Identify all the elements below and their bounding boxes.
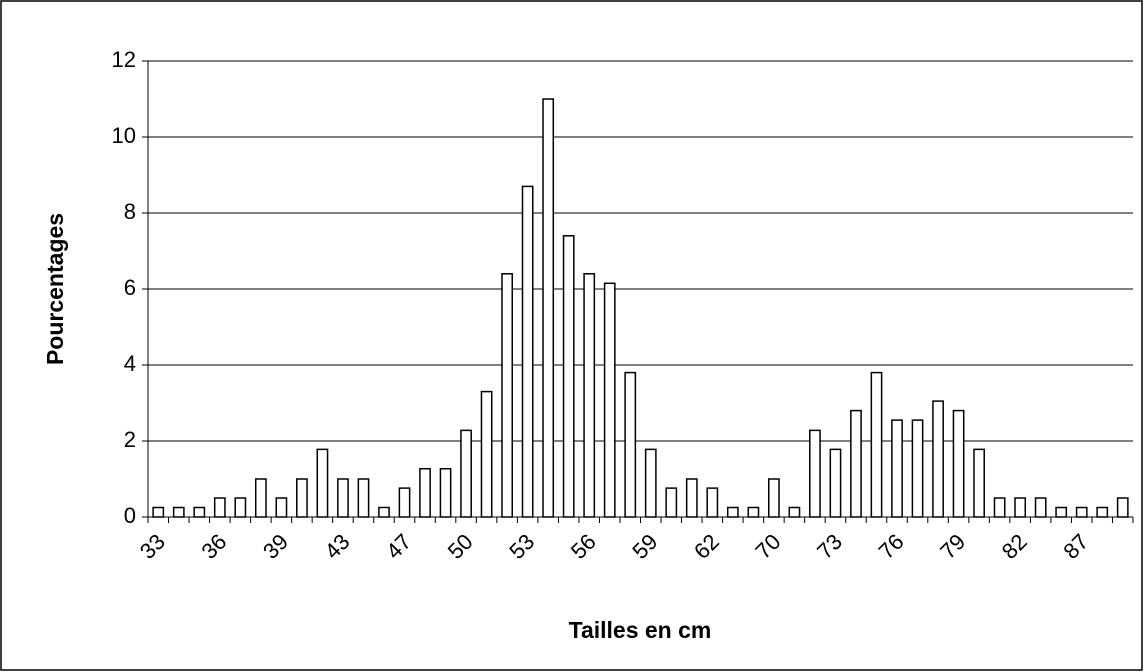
bar — [911, 419, 924, 518]
bar — [254, 478, 267, 518]
bar — [624, 371, 637, 518]
bar — [1075, 506, 1088, 518]
bar — [726, 506, 739, 518]
y-tick-label: 6 — [124, 275, 136, 300]
bar — [973, 448, 985, 518]
bar — [603, 282, 616, 518]
bar — [583, 273, 596, 518]
bar — [768, 478, 780, 518]
bar — [952, 409, 965, 518]
bar — [275, 497, 288, 518]
bar — [234, 497, 247, 518]
bar — [419, 467, 431, 518]
bar — [460, 429, 472, 518]
bar — [829, 448, 842, 518]
bar — [213, 497, 226, 518]
bar — [562, 235, 575, 518]
bar — [152, 506, 165, 518]
bar — [747, 506, 760, 518]
bar — [706, 487, 719, 518]
bar — [993, 497, 1006, 518]
bar — [1034, 497, 1047, 518]
bar — [665, 487, 678, 518]
bar — [932, 400, 944, 518]
bar — [193, 506, 206, 518]
bar — [337, 478, 349, 518]
y-tick-label: 0 — [124, 503, 136, 528]
bar — [891, 419, 903, 518]
y-tick-label: 2 — [124, 427, 136, 452]
bar — [809, 429, 821, 518]
y-tick-label: 4 — [124, 351, 136, 376]
bar — [439, 467, 452, 518]
y-tick-label: 12 — [112, 47, 136, 72]
bar — [1116, 497, 1129, 518]
bar — [501, 273, 513, 518]
bar — [542, 98, 555, 518]
bar — [378, 506, 390, 518]
x-axis-title: Tailles en cm — [569, 617, 712, 643]
y-axis-title: Pourcentages — [42, 213, 68, 365]
bar — [480, 390, 493, 518]
bar — [357, 478, 370, 518]
bar — [1096, 506, 1109, 518]
bar — [644, 448, 657, 518]
bar — [870, 371, 883, 518]
y-tick-label: 10 — [112, 123, 136, 148]
bar — [172, 506, 185, 518]
bar — [685, 478, 698, 518]
bar — [850, 409, 862, 518]
bar — [788, 506, 801, 518]
bar — [296, 478, 308, 518]
bar — [398, 487, 411, 518]
bar — [316, 448, 329, 518]
y-tick-label: 8 — [124, 199, 136, 224]
bar — [521, 185, 534, 518]
bar — [1014, 497, 1027, 518]
bar — [1055, 506, 1068, 518]
